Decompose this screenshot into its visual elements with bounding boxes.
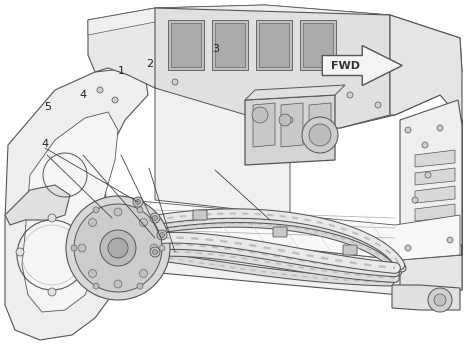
Circle shape <box>252 107 268 123</box>
Polygon shape <box>392 285 460 310</box>
Polygon shape <box>259 23 289 67</box>
Polygon shape <box>415 222 455 239</box>
Circle shape <box>137 207 143 213</box>
Circle shape <box>114 208 122 216</box>
Circle shape <box>159 245 165 251</box>
Circle shape <box>139 218 147 226</box>
Circle shape <box>114 280 122 288</box>
Circle shape <box>48 288 56 296</box>
Circle shape <box>89 269 97 277</box>
Circle shape <box>157 230 167 240</box>
Circle shape <box>100 230 136 266</box>
Polygon shape <box>400 100 462 255</box>
Polygon shape <box>5 185 70 225</box>
Circle shape <box>309 124 331 146</box>
Polygon shape <box>415 204 455 221</box>
Circle shape <box>71 245 77 251</box>
Circle shape <box>287 117 293 123</box>
Circle shape <box>93 283 99 289</box>
Polygon shape <box>245 95 335 165</box>
Text: 2: 2 <box>146 59 153 69</box>
Circle shape <box>112 97 118 103</box>
Circle shape <box>137 283 143 289</box>
Circle shape <box>437 125 443 131</box>
Circle shape <box>150 247 160 257</box>
Polygon shape <box>415 186 455 203</box>
Polygon shape <box>212 20 248 70</box>
Text: FWD: FWD <box>331 60 360 71</box>
Circle shape <box>150 244 158 252</box>
Circle shape <box>153 249 157 254</box>
Circle shape <box>412 197 418 203</box>
Circle shape <box>279 114 291 126</box>
FancyBboxPatch shape <box>193 210 207 220</box>
Circle shape <box>302 117 338 153</box>
Polygon shape <box>88 5 462 128</box>
Polygon shape <box>322 46 402 86</box>
Circle shape <box>153 215 157 221</box>
Text: 4: 4 <box>41 139 49 149</box>
FancyBboxPatch shape <box>343 245 357 255</box>
Text: 5: 5 <box>44 102 51 112</box>
Polygon shape <box>309 103 331 147</box>
Polygon shape <box>128 200 460 260</box>
Polygon shape <box>108 230 128 270</box>
Circle shape <box>375 102 381 108</box>
Text: 3: 3 <box>212 44 219 54</box>
Circle shape <box>89 218 97 226</box>
FancyBboxPatch shape <box>273 227 287 237</box>
Polygon shape <box>245 85 345 100</box>
Polygon shape <box>108 230 462 295</box>
Polygon shape <box>168 20 204 70</box>
Circle shape <box>150 213 160 223</box>
Polygon shape <box>5 68 148 340</box>
Circle shape <box>16 248 24 256</box>
Circle shape <box>66 196 170 300</box>
Polygon shape <box>415 168 455 185</box>
Polygon shape <box>281 103 303 147</box>
Polygon shape <box>303 23 333 67</box>
Polygon shape <box>256 20 292 70</box>
Circle shape <box>425 172 431 178</box>
Circle shape <box>136 199 140 205</box>
Polygon shape <box>300 20 336 70</box>
Polygon shape <box>155 88 290 215</box>
Polygon shape <box>415 150 455 167</box>
Polygon shape <box>253 103 275 147</box>
Circle shape <box>405 245 411 251</box>
Polygon shape <box>155 8 390 128</box>
Circle shape <box>93 207 99 213</box>
Circle shape <box>347 92 353 98</box>
Circle shape <box>97 87 103 93</box>
Circle shape <box>108 238 128 258</box>
Text: 4: 4 <box>79 90 87 100</box>
Circle shape <box>74 204 162 292</box>
Circle shape <box>48 214 56 222</box>
Circle shape <box>81 246 89 254</box>
Text: 1: 1 <box>118 66 124 76</box>
Polygon shape <box>390 15 462 295</box>
Circle shape <box>172 79 178 85</box>
Circle shape <box>447 237 453 243</box>
Polygon shape <box>215 23 245 67</box>
Circle shape <box>133 197 143 207</box>
Polygon shape <box>171 23 201 67</box>
Circle shape <box>405 127 411 133</box>
Circle shape <box>422 142 428 148</box>
Polygon shape <box>88 5 390 35</box>
Circle shape <box>434 294 446 306</box>
Polygon shape <box>22 112 118 312</box>
Circle shape <box>159 233 164 237</box>
Circle shape <box>139 269 147 277</box>
Circle shape <box>78 244 86 252</box>
Circle shape <box>428 288 452 312</box>
